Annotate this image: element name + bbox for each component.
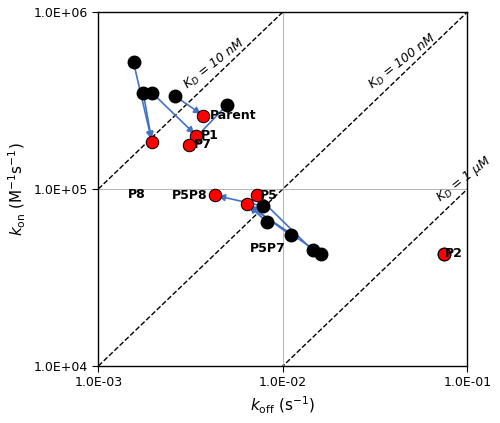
Y-axis label: $k_{\mathrm{on}}$ (M$^{-1}$s$^{-1}$): $k_{\mathrm{on}}$ (M$^{-1}$s$^{-1}$) [7, 142, 28, 236]
X-axis label: $k_{\mathrm{off}}$ (s$^{-1}$): $k_{\mathrm{off}}$ (s$^{-1}$) [250, 395, 316, 416]
Text: P5: P5 [260, 189, 278, 202]
Text: P5P7: P5P7 [250, 242, 286, 255]
Text: P8: P8 [128, 188, 146, 201]
Text: Parent: Parent [210, 109, 256, 122]
Text: P5P8: P5P8 [172, 189, 208, 202]
Text: P7: P7 [194, 138, 212, 151]
Text: P1: P1 [201, 129, 219, 142]
Text: P2: P2 [444, 247, 462, 260]
Text: $K_D$ = 100 nM: $K_D$ = 100 nM [366, 30, 440, 93]
Text: $K_D$ = 1 μM: $K_D$ = 1 μM [433, 153, 495, 206]
Text: $K_D$ = 10 nM: $K_D$ = 10 nM [181, 35, 248, 93]
